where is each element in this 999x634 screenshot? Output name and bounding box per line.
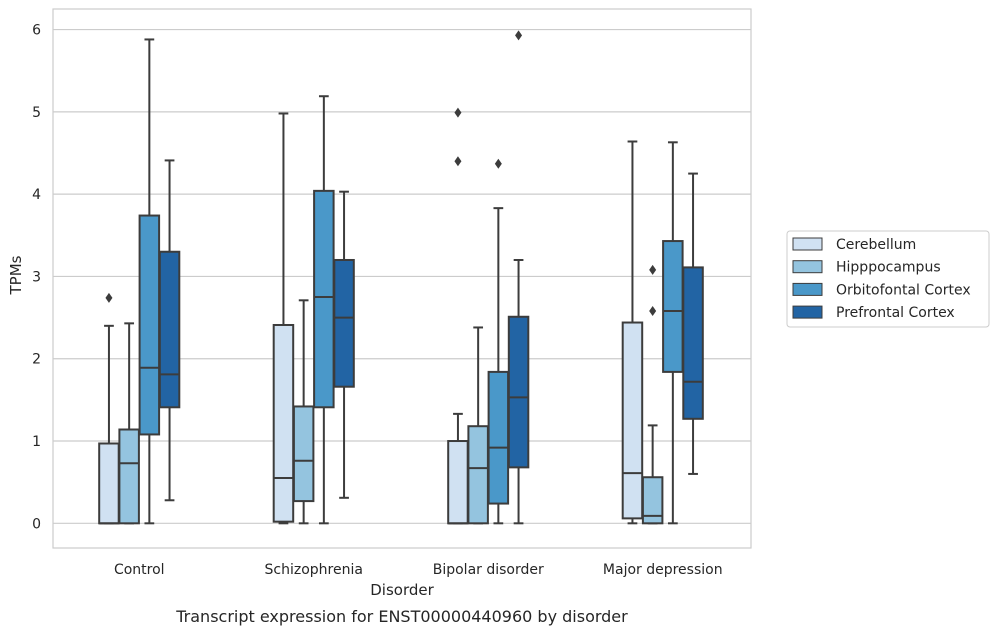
box (662, 141, 684, 525)
series-orbitofontal-cortex (138, 38, 684, 525)
legend-label: Cerebellum (836, 237, 916, 253)
box-body (272, 323, 295, 523)
y-tick-label: 2 (32, 352, 41, 368)
box (333, 190, 355, 499)
box (447, 107, 469, 525)
y-tick-label: 3 (32, 269, 41, 285)
box-body (682, 266, 704, 420)
legend-swatch (792, 282, 823, 296)
y-tick-label: 6 (32, 23, 41, 39)
box-body (467, 425, 489, 525)
box (292, 299, 315, 525)
box-body (313, 189, 335, 409)
y-axis-ticks: 0 1 2 3 4 5 6 (32, 23, 41, 533)
x-tick-label: Major depression (603, 562, 723, 578)
y-tick-label: 5 (32, 105, 41, 121)
legend-swatch (792, 305, 823, 319)
box-body (138, 214, 161, 436)
box (682, 172, 704, 475)
box-body (333, 258, 355, 388)
series-prefrontal-cortex (158, 30, 704, 525)
box-body (118, 428, 140, 525)
box-body (98, 442, 120, 525)
legend-label: Orbitofontal Cortex (836, 282, 971, 298)
outlier-point (105, 292, 113, 303)
chart-caption: Transcript expression for ENST0000044096… (175, 607, 628, 626)
box (118, 322, 140, 525)
box (621, 140, 644, 525)
outlier-point (515, 30, 523, 41)
outlier-point (649, 306, 657, 317)
legend-label: Hipppocampus (836, 260, 941, 276)
legend-swatch (792, 237, 823, 251)
box-body (507, 315, 530, 469)
box-body (487, 370, 510, 505)
legend-swatch (792, 260, 823, 274)
box (487, 158, 510, 525)
x-axis-label: Disorder (370, 581, 434, 599)
y-tick-label: 0 (32, 516, 41, 532)
box (641, 264, 664, 525)
box-body (621, 321, 644, 520)
x-axis-ticks: Control Schizophrenia Bipolar disorder Majo… (114, 562, 723, 578)
box-body (158, 250, 181, 409)
series-cerebellum (98, 107, 644, 525)
box (313, 95, 335, 525)
box-series (98, 30, 704, 525)
outlier-point (454, 107, 462, 118)
legend-label: Prefrontal Cortex (836, 305, 955, 321)
plot-area-frame (52, 8, 752, 549)
legend-frame (786, 230, 990, 328)
outlier-point (494, 158, 502, 169)
box-body (662, 240, 684, 373)
y-tick-label: 4 (32, 187, 41, 203)
outlier-point (649, 264, 657, 275)
box (467, 326, 489, 525)
y-axis-label: TPMs (7, 255, 25, 295)
box (272, 112, 295, 525)
box (98, 292, 120, 525)
box (507, 30, 530, 525)
box-body (641, 476, 664, 525)
x-tick-label: Control (114, 562, 165, 578)
y-tick-label: 1 (32, 434, 41, 450)
legend: Cerebellum Hipppocampus Orbitofontal Corte… (786, 230, 990, 328)
series-hipppocampus (118, 264, 664, 525)
box-body (292, 405, 315, 503)
box-body (447, 440, 469, 525)
box (158, 159, 181, 502)
outlier-point (454, 156, 462, 167)
x-tick-label: Bipolar disorder (433, 562, 544, 578)
x-tick-label: Schizophrenia (265, 562, 363, 578)
